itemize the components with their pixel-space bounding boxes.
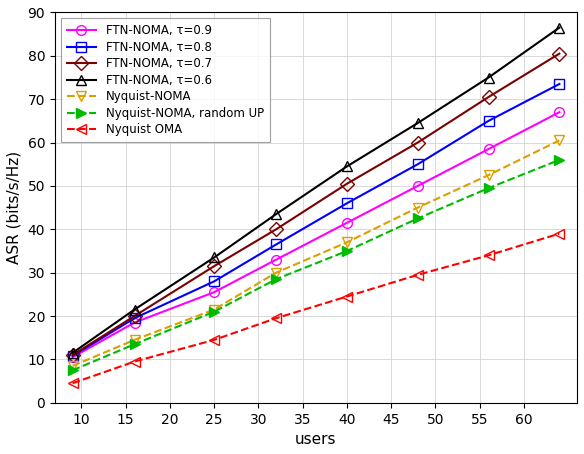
FTN-NOMA, τ=0.7 [131, 313, 138, 319]
FTN-NOMA, τ=0.7 [69, 352, 76, 358]
FTN-NOMA, τ=0.9 [211, 290, 218, 295]
FTN-NOMA, τ=0.8 [131, 316, 138, 321]
X-axis label: users: users [295, 432, 337, 447]
Nyquist-NOMA [414, 205, 421, 210]
FTN-NOMA, τ=0.9 [485, 146, 492, 152]
Nyquist OMA [273, 316, 280, 321]
Line: FTN-NOMA, τ=0.6: FTN-NOMA, τ=0.6 [68, 23, 564, 358]
FTN-NOMA, τ=0.8 [485, 118, 492, 123]
FTN-NOMA, τ=0.6 [485, 75, 492, 80]
FTN-NOMA, τ=0.6 [414, 120, 421, 126]
Nyquist-NOMA, random UP [343, 248, 350, 254]
FTN-NOMA, τ=0.7 [343, 181, 350, 187]
FTN-NOMA, τ=0.6 [273, 212, 280, 217]
FTN-NOMA, τ=0.6 [211, 255, 218, 260]
FTN-NOMA, τ=0.8 [343, 201, 350, 206]
Nyquist-NOMA, random UP [485, 185, 492, 191]
FTN-NOMA, τ=0.9 [343, 220, 350, 226]
Line: Nyquist-NOMA, random UP: Nyquist-NOMA, random UP [68, 155, 564, 375]
FTN-NOMA, τ=0.9 [273, 257, 280, 262]
Nyquist-NOMA [485, 173, 492, 178]
FTN-NOMA, τ=0.7 [485, 94, 492, 100]
Nyquist-NOMA, random UP [556, 157, 563, 163]
Nyquist-NOMA [211, 307, 218, 312]
Nyquist-NOMA, random UP [273, 276, 280, 282]
FTN-NOMA, τ=0.6 [69, 350, 76, 355]
Nyquist OMA [485, 252, 492, 258]
Line: FTN-NOMA, τ=0.9: FTN-NOMA, τ=0.9 [68, 107, 564, 362]
Nyquist OMA [414, 272, 421, 277]
Nyquist OMA [556, 231, 563, 237]
FTN-NOMA, τ=0.6 [131, 307, 138, 312]
FTN-NOMA, τ=0.8 [273, 242, 280, 247]
FTN-NOMA, τ=0.9 [69, 355, 76, 360]
Legend: FTN-NOMA, τ=0.9, FTN-NOMA, τ=0.8, FTN-NOMA, τ=0.7, FTN-NOMA, τ=0.6, Nyquist-NOMA: FTN-NOMA, τ=0.9, FTN-NOMA, τ=0.8, FTN-NO… [61, 18, 270, 143]
Nyquist-NOMA [273, 270, 280, 276]
Line: FTN-NOMA, τ=0.7: FTN-NOMA, τ=0.7 [68, 49, 564, 360]
FTN-NOMA, τ=0.8 [211, 279, 218, 284]
Line: Nyquist-NOMA: Nyquist-NOMA [68, 136, 564, 371]
Nyquist OMA [343, 294, 350, 299]
Y-axis label: ASR (bits/s/Hz): ASR (bits/s/Hz) [7, 151, 22, 264]
FTN-NOMA, τ=0.7 [211, 263, 218, 269]
Nyquist-NOMA, random UP [414, 216, 421, 221]
Nyquist-NOMA [343, 240, 350, 245]
Line: FTN-NOMA, τ=0.8: FTN-NOMA, τ=0.8 [68, 79, 564, 361]
Nyquist OMA [131, 359, 138, 364]
FTN-NOMA, τ=0.7 [414, 140, 421, 145]
FTN-NOMA, τ=0.8 [556, 81, 563, 87]
Nyquist-NOMA, random UP [69, 368, 76, 373]
FTN-NOMA, τ=0.7 [556, 51, 563, 56]
FTN-NOMA, τ=0.6 [343, 164, 350, 169]
Nyquist-NOMA, random UP [131, 341, 138, 347]
FTN-NOMA, τ=0.9 [414, 183, 421, 189]
FTN-NOMA, τ=0.9 [131, 320, 138, 325]
FTN-NOMA, τ=0.8 [414, 162, 421, 167]
Nyquist-NOMA [556, 138, 563, 143]
Nyquist-NOMA [69, 363, 76, 369]
FTN-NOMA, τ=0.8 [69, 353, 76, 359]
Nyquist-NOMA [131, 337, 138, 343]
Line: Nyquist OMA: Nyquist OMA [68, 229, 564, 388]
Nyquist-NOMA, random UP [211, 309, 218, 315]
Nyquist OMA [69, 380, 76, 386]
FTN-NOMA, τ=0.9 [556, 109, 563, 115]
FTN-NOMA, τ=0.6 [556, 25, 563, 30]
FTN-NOMA, τ=0.7 [273, 227, 280, 232]
Nyquist OMA [211, 337, 218, 343]
